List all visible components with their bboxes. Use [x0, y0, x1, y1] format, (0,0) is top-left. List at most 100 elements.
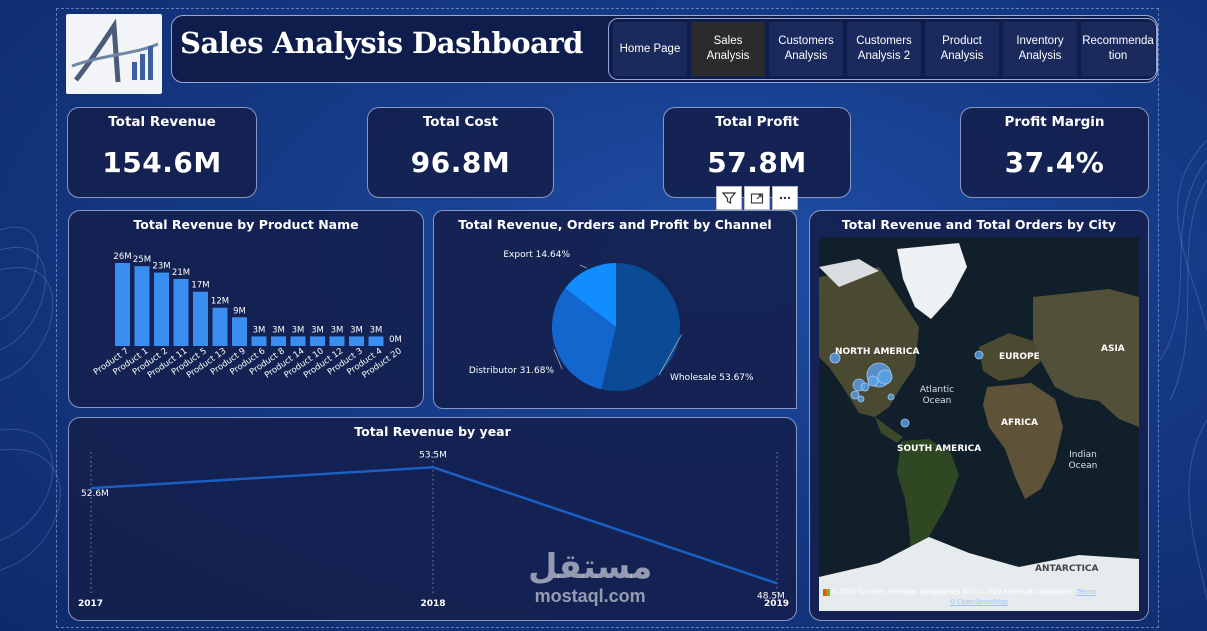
- europe-shape: [979, 333, 1041, 381]
- city-map-panel[interactable]: Total Revenue and Total Orders by City: [809, 210, 1149, 621]
- bar-data-label: 3M: [253, 325, 266, 335]
- chart-title: Total Revenue by year: [354, 424, 511, 439]
- year-axis-label: 2018: [420, 599, 445, 609]
- pie-leader-line: [553, 349, 563, 370]
- bar[interactable]: [349, 336, 364, 346]
- city-bubbles[interactable]: [829, 350, 984, 428]
- bar[interactable]: [193, 291, 208, 346]
- pie-slice[interactable]: [552, 288, 616, 390]
- watermark-arabic: مستقل: [528, 547, 653, 587]
- bar[interactable]: [173, 278, 189, 346]
- greenland-shape: [897, 243, 967, 319]
- kpi-profit-margin[interactable]: Profit Margin 37.4%: [960, 107, 1149, 198]
- pie-slice-label: Export 14.64%: [503, 250, 570, 260]
- bar[interactable]: [290, 336, 306, 346]
- pie-chart: Wholesale 53.67% Distributor 31.68% Export…: [469, 250, 754, 391]
- bar[interactable]: [271, 336, 286, 346]
- map-title: Total Revenue and Total Orders by City: [841, 217, 1117, 232]
- bar-data-label: 25M: [133, 255, 151, 265]
- mostaql-watermark: مستقل mostaql.com: [528, 548, 652, 606]
- nav-recommendation[interactable]: Recommenda tion: [1081, 22, 1155, 76]
- year-axis-label: 2019: [764, 599, 789, 609]
- region-label: SOUTH AMERICA: [897, 444, 981, 454]
- line-data-label: 48.5M: [757, 591, 785, 601]
- channel-pie-panel[interactable]: Total Revenue, Orders and Profit by Chan…: [433, 210, 797, 409]
- kpi-title: Profit Margin: [1004, 114, 1105, 130]
- chart-title: Total Revenue, Orders and Profit by Chan…: [458, 217, 772, 232]
- logo-icon: [71, 18, 159, 83]
- nav-customers-analysis-2[interactable]: Customers Analysis 2: [847, 22, 921, 76]
- region-label: EUROPE: [999, 352, 1040, 362]
- filter-icon[interactable]: [716, 186, 742, 210]
- bar-data-label: 3M: [272, 325, 285, 335]
- pie-slice-label: Wholesale 53.67%: [670, 373, 754, 383]
- bing-logo-icon: [823, 588, 830, 596]
- bar-data-label: 23M: [152, 262, 170, 272]
- pie-leader-line: [579, 264, 587, 269]
- bar[interactable]: [154, 272, 169, 346]
- asia-shape: [1033, 289, 1139, 427]
- north-america-shape: [819, 267, 919, 417]
- bar[interactable]: [134, 266, 150, 346]
- kpi-title: Total Cost: [422, 114, 499, 130]
- report-canvas-border: [56, 8, 1159, 628]
- kpi-title: Total Revenue: [108, 114, 216, 130]
- pie-slice[interactable]: [601, 263, 680, 391]
- revenue-by-year-panel[interactable]: Total Revenue by year 52.6M 2017 53.5M 2018…: [68, 417, 797, 621]
- nav-inventory-analysis[interactable]: Inventory Analysis: [1003, 22, 1077, 76]
- bar-data-label: 3M: [292, 325, 305, 335]
- bar[interactable]: [212, 307, 228, 346]
- bar[interactable]: [251, 336, 267, 346]
- watermark-latin: mostaql.com: [534, 586, 646, 606]
- ocean-label-atlantic: Atlantic Ocean: [920, 385, 954, 406]
- bar-data-label: 9M: [233, 306, 246, 316]
- region-label: AFRICA: [1001, 418, 1038, 428]
- bar-data-label: 3M: [370, 325, 383, 335]
- map-canvas: NORTH AMERICA EUROPE ASIA AFRICA SOUTH A…: [819, 237, 1139, 611]
- nav-customers-analysis[interactable]: Customers Analysis: [769, 22, 843, 76]
- ocean-label-indian: Indian Ocean: [1069, 450, 1098, 471]
- world-map[interactable]: NORTH AMERICA EUROPE ASIA AFRICA SOUTH A…: [819, 237, 1139, 611]
- region-label: NORTH AMERICA: [835, 347, 919, 357]
- pie-slice[interactable]: [565, 263, 616, 327]
- bar[interactable]: [232, 317, 247, 346]
- visual-header-toolbar: [716, 186, 798, 210]
- revenue-by-product-panel[interactable]: Total Revenue by Product Name 26M Product…: [68, 210, 424, 408]
- region-label: ANTARCTICA: [1035, 564, 1099, 574]
- kpi-value: 57.8M: [707, 146, 807, 179]
- kpi-total-cost[interactable]: Total Cost 96.8M: [367, 107, 554, 198]
- region-label: ASIA: [1101, 344, 1125, 354]
- more-options-icon[interactable]: [772, 186, 798, 210]
- kpi-value: 154.6M: [102, 146, 222, 179]
- year-axis-label: 2017: [78, 599, 103, 609]
- bar-data-label: 21M: [172, 268, 190, 278]
- bar[interactable]: [115, 263, 130, 346]
- pie-leader-line: [658, 334, 682, 376]
- bar-data-label: 3M: [311, 325, 324, 335]
- line-data-label: 53.5M: [419, 450, 447, 460]
- osm-link[interactable]: © OpenStreetMap: [949, 597, 1009, 606]
- kpi-total-revenue[interactable]: Total Revenue 154.6M: [67, 107, 257, 198]
- focus-mode-icon[interactable]: [744, 186, 770, 210]
- revenue-line[interactable]: [90, 466, 778, 585]
- bar[interactable]: [368, 336, 384, 346]
- kpi-total-profit[interactable]: Total Profit 57.8M: [663, 107, 851, 198]
- bar[interactable]: [310, 336, 325, 346]
- africa-shape: [983, 383, 1063, 499]
- nav-home-page[interactable]: Home Page: [613, 22, 687, 76]
- line-data-label: 52.6M: [81, 489, 109, 499]
- kpi-value: 96.8M: [410, 146, 511, 179]
- bar-data-label: 0M: [389, 335, 402, 345]
- nav-sales-analysis[interactable]: Sales Analysis: [691, 22, 765, 76]
- company-logo: [66, 14, 162, 94]
- antarctica-shape: [819, 537, 1139, 611]
- bar-data-label: 17M: [191, 281, 209, 291]
- kpi-title: Total Profit: [715, 114, 799, 130]
- bar[interactable]: [329, 336, 345, 346]
- bar-data-label: 3M: [350, 325, 363, 335]
- nav-bar: Home Page Sales Analysis Customers Analy…: [608, 18, 1157, 80]
- nav-product-analysis[interactable]: Product Analysis: [925, 22, 999, 76]
- terms-link[interactable]: Terms: [1076, 587, 1097, 596]
